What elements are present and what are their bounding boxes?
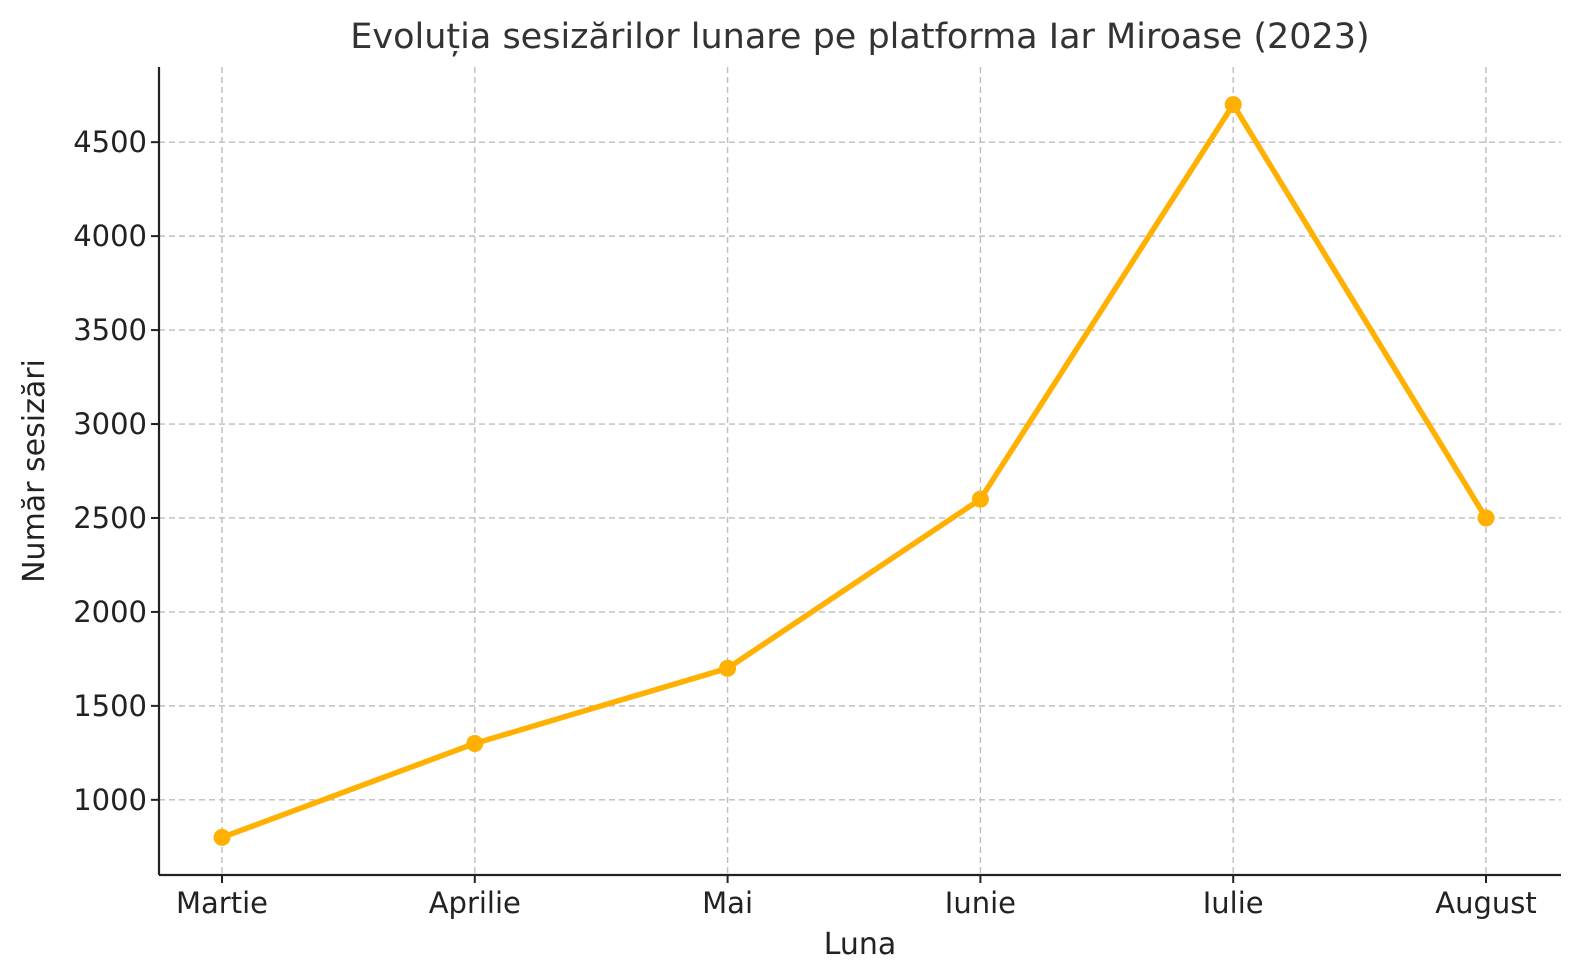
grid	[159, 67, 1561, 875]
data-point	[1477, 509, 1495, 527]
x-tick-label: Iunie	[945, 886, 1016, 920]
data-point	[213, 828, 231, 846]
data-point	[466, 734, 484, 752]
y-tick-label: 3000	[73, 407, 147, 441]
x-axis-title: Luna	[824, 927, 897, 962]
y-tick-label: 2500	[73, 501, 147, 535]
y-tick-label: 3500	[73, 313, 147, 347]
axes	[157, 67, 1561, 877]
y-tick-label: 1500	[73, 689, 147, 723]
y-ticks: 1000 1500 2000 2500 3000 3500 4000 4500	[73, 125, 159, 817]
x-tick-label: Iulie	[1203, 886, 1264, 920]
x-ticks: Martie Aprilie Mai Iunie Iulie August	[176, 875, 1537, 920]
x-tick-label: Martie	[176, 886, 268, 920]
data-point	[1224, 96, 1242, 114]
data-point	[719, 659, 737, 677]
x-tick-label: Aprilie	[429, 886, 521, 920]
data-point	[971, 490, 989, 508]
chart-title: Evoluția sesizărilor lunare pe platforma…	[350, 17, 1369, 57]
y-axis-title: Număr sesizări	[17, 359, 52, 583]
series-line	[219, 101, 1489, 841]
y-tick-label: 2000	[73, 595, 147, 629]
series	[213, 96, 1495, 846]
x-tick-label: August	[1435, 886, 1537, 920]
y-tick-label: 4000	[73, 219, 147, 253]
y-tick-label: 1000	[73, 783, 147, 817]
x-tick-label: Mai	[702, 886, 753, 920]
y-tick-label: 4500	[73, 125, 147, 159]
